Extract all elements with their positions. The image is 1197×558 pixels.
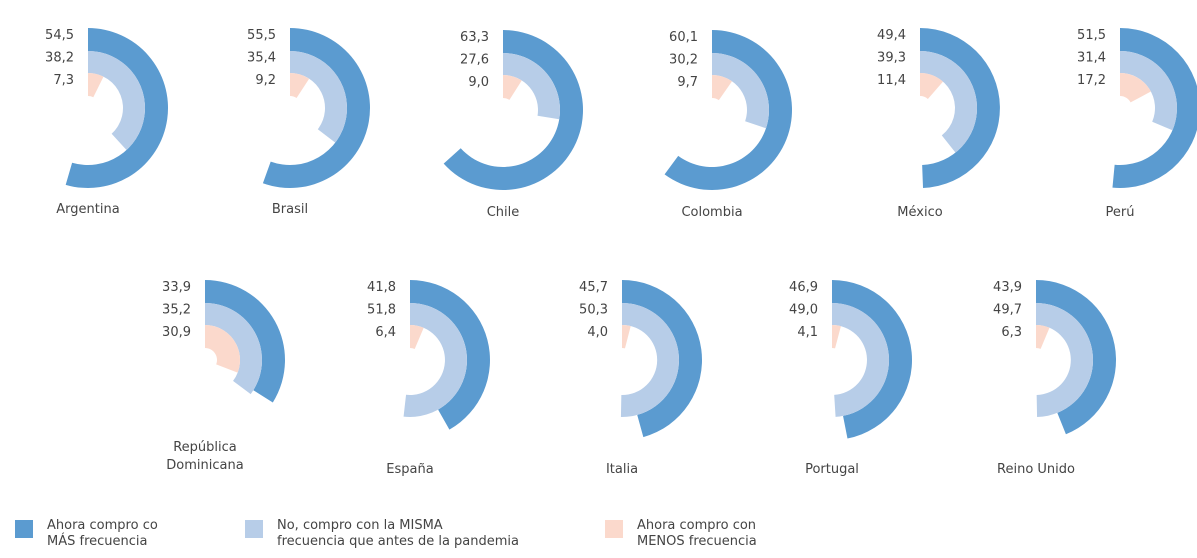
arc-bar (832, 325, 841, 349)
arc-bar (290, 73, 310, 98)
arc-bar (503, 53, 560, 120)
value-label: 27,6 (460, 53, 489, 68)
arc-bar (920, 51, 978, 153)
arc-bar (410, 280, 490, 430)
value-label: 9,0 (468, 75, 489, 90)
value-label: 43,9 (993, 280, 1022, 295)
arc-bar (262, 28, 371, 189)
value-label: 46,9 (789, 280, 818, 295)
arc-bar (88, 73, 104, 98)
arc-bar (88, 51, 145, 151)
category-label: Perú (1105, 205, 1135, 220)
legend-label: No, compro con la MISMA frecuencia que a… (277, 518, 519, 549)
arc-bar (290, 51, 348, 143)
value-label: 4,0 (587, 325, 608, 340)
arc-bar (65, 28, 169, 188)
legend-label: Ahora compro con MENOS frecuencia (637, 518, 757, 549)
value-label: 6,4 (375, 325, 396, 340)
category-label: Colombia (681, 205, 743, 220)
value-label: 33,9 (162, 280, 191, 295)
arc-bar (620, 303, 679, 418)
value-label: 39,3 (877, 51, 906, 66)
value-label: 9,2 (255, 73, 276, 88)
value-label: 45,7 (579, 280, 608, 295)
value-label: 60,1 (669, 30, 698, 45)
value-label: 9,7 (677, 75, 698, 90)
category-label: Chile (486, 205, 520, 220)
value-label: 49,4 (877, 28, 906, 43)
value-label: 54,5 (45, 28, 74, 43)
value-label: 35,4 (247, 51, 276, 66)
value-label: 17,2 (1077, 73, 1106, 88)
category-label: Italia (605, 462, 639, 477)
arc-bar (1120, 73, 1151, 103)
arc-bar (712, 74, 733, 101)
arc-bar (622, 325, 631, 349)
arc-bar (1036, 303, 1094, 417)
legend-swatch (605, 520, 623, 538)
arc-bar (832, 280, 913, 439)
arc-bar (410, 325, 424, 349)
legend-swatch (245, 520, 263, 538)
arc-bar (503, 75, 522, 100)
arc-bar (1036, 280, 1117, 435)
arc-bar (205, 303, 263, 395)
arc-bar (712, 53, 769, 129)
arc-bar (1120, 51, 1177, 131)
legend-label: Ahora compro co MÁS frecuencia (47, 518, 158, 549)
value-label: 7,3 (53, 73, 74, 88)
value-label: 35,2 (162, 303, 191, 318)
category-label: Portugal (805, 462, 859, 477)
value-label: 31,4 (1077, 51, 1106, 66)
value-label: 11,4 (877, 73, 906, 88)
value-label: 49,0 (789, 303, 818, 318)
legend-swatch (15, 520, 33, 538)
arc-bar (1112, 28, 1197, 188)
arc-bar (205, 280, 285, 403)
category-label: México (897, 205, 943, 220)
arc-bar (205, 325, 240, 373)
value-label: 38,2 (45, 51, 74, 66)
arc-bar (832, 302, 890, 417)
arc-bar (920, 28, 1000, 188)
category-label: Reino Unido (997, 462, 1075, 477)
value-label: 30,9 (162, 325, 191, 340)
arc-bar (443, 29, 584, 190)
category-label: España (386, 462, 434, 477)
arc-bar (920, 73, 943, 99)
value-label: 6,3 (1001, 325, 1022, 340)
arc-bar (664, 30, 793, 191)
value-label: 41,8 (367, 280, 396, 295)
category-label: Argentina (56, 202, 120, 217)
value-label: 4,1 (797, 325, 818, 340)
value-label: 55,5 (247, 28, 276, 43)
arc-bar (622, 280, 703, 438)
value-label: 30,2 (669, 53, 698, 68)
category-label: Brasil (271, 202, 309, 217)
value-label: 51,5 (1077, 28, 1106, 43)
arc-bar (403, 303, 467, 418)
value-label: 49,7 (993, 303, 1022, 318)
category-label: República Dominicana (166, 440, 244, 473)
value-label: 51,8 (367, 303, 396, 318)
arc-bar (1036, 325, 1050, 349)
value-label: 63,3 (460, 30, 489, 45)
value-label: 50,3 (579, 303, 608, 318)
